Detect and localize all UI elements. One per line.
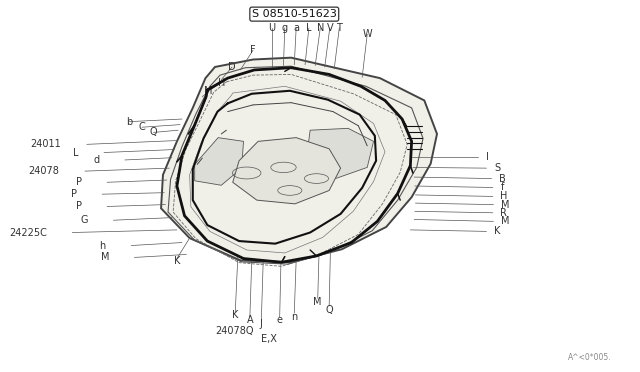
- Text: M: M: [204, 86, 213, 96]
- Text: U: U: [269, 23, 276, 33]
- Text: K: K: [232, 311, 239, 320]
- Text: b: b: [126, 117, 132, 126]
- Text: T: T: [337, 23, 342, 33]
- Text: G: G: [81, 215, 88, 225]
- Polygon shape: [305, 128, 374, 179]
- Text: M: M: [501, 200, 509, 209]
- Polygon shape: [233, 138, 340, 204]
- Text: B: B: [499, 174, 506, 183]
- Text: P: P: [76, 202, 82, 211]
- Text: J: J: [260, 320, 263, 329]
- Text: S: S: [494, 163, 500, 173]
- Text: M: M: [314, 297, 322, 307]
- Text: V: V: [326, 23, 333, 33]
- Text: K: K: [494, 227, 500, 236]
- Text: S 08510-51623: S 08510-51623: [252, 9, 337, 19]
- Text: 24078Q: 24078Q: [215, 326, 253, 336]
- Text: h: h: [100, 241, 106, 250]
- Text: P: P: [76, 177, 82, 187]
- Text: a: a: [293, 23, 299, 33]
- Text: 24225C: 24225C: [9, 228, 47, 237]
- Text: P: P: [70, 189, 77, 199]
- Text: H: H: [218, 78, 225, 87]
- Text: n: n: [291, 312, 298, 322]
- Text: D: D: [228, 62, 236, 72]
- Text: C: C: [139, 122, 145, 132]
- Text: F: F: [250, 45, 256, 55]
- Text: N: N: [317, 23, 324, 33]
- Text: L: L: [306, 23, 312, 33]
- Polygon shape: [195, 138, 244, 185]
- Polygon shape: [161, 58, 437, 262]
- Text: 24078: 24078: [29, 166, 60, 176]
- Text: A^<0*005.: A^<0*005.: [568, 353, 611, 362]
- Text: A: A: [246, 315, 253, 325]
- Text: e: e: [276, 315, 283, 325]
- Text: Q: Q: [150, 128, 157, 137]
- Text: g: g: [282, 23, 288, 33]
- Text: I: I: [486, 152, 490, 162]
- Text: W: W: [362, 29, 372, 39]
- Text: L: L: [73, 148, 79, 157]
- Text: d: d: [93, 155, 100, 165]
- Text: f: f: [500, 183, 504, 192]
- Text: K: K: [173, 256, 180, 266]
- Text: M: M: [501, 217, 509, 226]
- Text: 24011: 24011: [31, 140, 61, 149]
- Text: H: H: [500, 192, 508, 201]
- Text: M: M: [100, 253, 109, 262]
- Text: R: R: [500, 208, 508, 218]
- Text: Q: Q: [325, 305, 333, 314]
- Text: E,X: E,X: [260, 334, 276, 343]
